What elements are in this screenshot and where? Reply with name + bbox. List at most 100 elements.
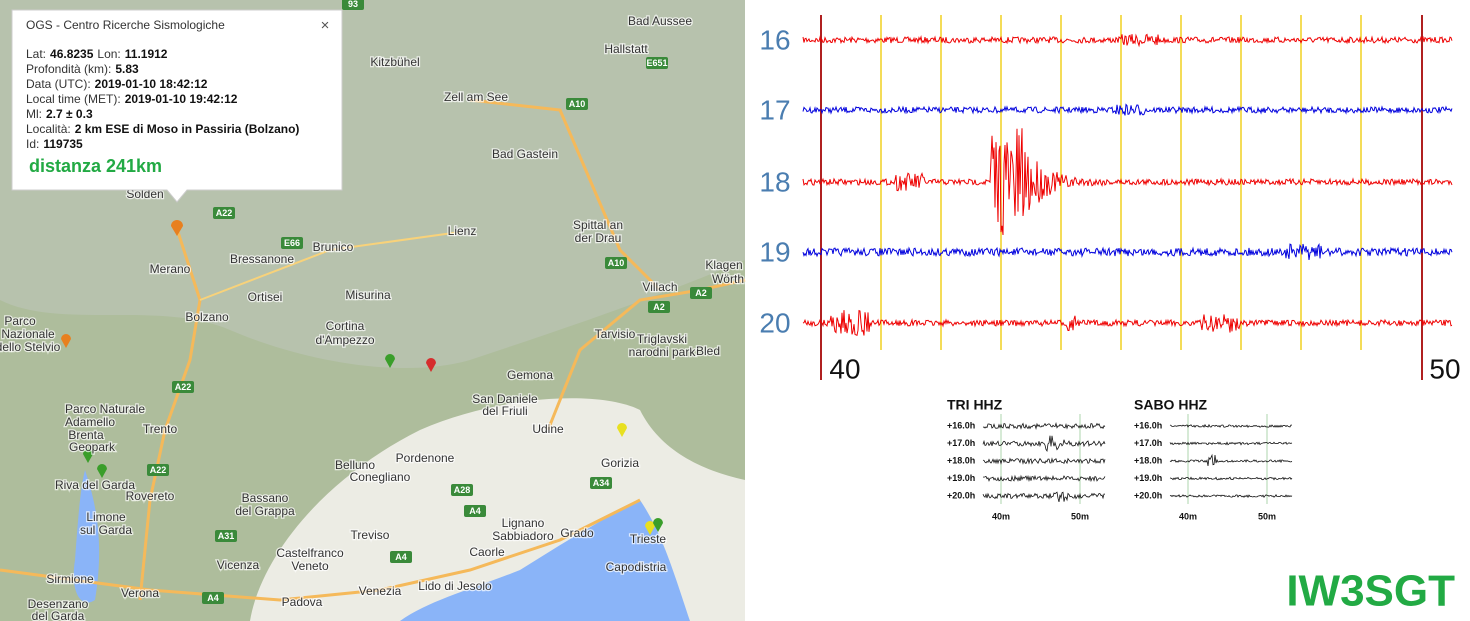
thumb-trace — [1169, 423, 1293, 428]
road-badge — [202, 592, 224, 604]
thumb-row-label: +16.0h — [947, 420, 975, 430]
road-line — [199, 231, 461, 301]
field-value: 11.1912 — [125, 47, 168, 61]
road-badge — [464, 505, 486, 517]
place-label: Bressanone — [230, 252, 294, 266]
place-label: Castelfranco — [276, 546, 344, 560]
place-label: Caorle — [469, 545, 505, 559]
thumb-row-label: +18.0h — [947, 455, 975, 465]
place-label: Trieste — [630, 532, 667, 546]
hour-label: 19 — [759, 236, 790, 267]
trace — [802, 33, 1453, 48]
road-badge — [213, 207, 235, 219]
trace — [802, 309, 1453, 336]
road-label: A22 — [150, 465, 167, 475]
place-label: del Friuli — [482, 404, 527, 418]
place-label: Parco — [4, 314, 36, 328]
map: Merano Bolzano Trento Rovereto Cortinad'Ampe… — [0, 0, 746, 621]
place-label: Bled — [696, 344, 720, 358]
thumb-trace — [982, 435, 1106, 452]
place-label: Bassano — [242, 491, 289, 505]
trace — [802, 128, 1453, 236]
marker[interactable] — [61, 334, 71, 348]
marker[interactable] — [617, 423, 627, 437]
place-label: Adamello — [65, 415, 115, 429]
thumb-minute: 50m — [1071, 511, 1089, 521]
marker[interactable] — [385, 354, 395, 368]
road-badge — [172, 381, 194, 393]
road-label: A2 — [695, 288, 707, 298]
place-label: Nazionale — [1, 327, 55, 341]
road-label: A28 — [454, 485, 471, 495]
place-label: Padova — [282, 595, 323, 609]
lake-garda — [73, 470, 100, 603]
thumb-trace — [982, 474, 1106, 483]
road-label: A22 — [216, 208, 233, 218]
field-label: Località: — [26, 122, 71, 136]
thumb-trace — [982, 457, 1106, 465]
markers — [61, 220, 663, 535]
popup-row: Data (UTC): 2019-01-10 18:42:12 — [26, 77, 208, 91]
road-badge — [646, 57, 668, 69]
place-label: Wörth — [712, 272, 744, 286]
seismogram: 16 17 18 19 20 40 50 — [759, 15, 1461, 384]
field-value: 2019-01-10 19:42:12 — [125, 92, 238, 106]
place-label: Riva del Garda — [55, 478, 135, 492]
thumb-minute: 40m — [992, 511, 1010, 521]
place-label: Venezia — [359, 584, 402, 598]
field-label: Data (UTC): — [26, 77, 91, 91]
road-line — [546, 278, 746, 431]
road-label: A4 — [469, 506, 481, 516]
thumb-title: TRI HHZ — [947, 397, 1003, 413]
road-badges: A22 E66 A10 A10 A2 A2 A22 A22 A4 A28 A34 A31 A4 E651 9… — [147, 0, 712, 604]
place-label: narodni park — [629, 345, 697, 359]
field-value: 46.8235 — [50, 47, 94, 61]
distance: distanza 241km — [29, 156, 162, 176]
place-label: Villach — [642, 280, 677, 294]
thumb-minute: 50m — [1258, 511, 1276, 521]
minute-label: 40 — [829, 353, 860, 384]
place-label: dello Stelvio — [0, 340, 61, 354]
road-label: A4 — [207, 593, 219, 603]
place-label: Grado — [560, 526, 594, 540]
marker[interactable] — [171, 220, 183, 236]
road-badge — [342, 0, 364, 10]
place-label: Desenzano — [28, 597, 89, 611]
road-label: E66 — [284, 238, 300, 248]
place-label: Bad Gastein — [492, 147, 558, 161]
marker[interactable] — [645, 521, 655, 535]
popup-row: Località: 2 km ESE di Moso in Passiria (B… — [26, 122, 299, 136]
place-label: Pordenone — [396, 451, 455, 465]
road-badge — [590, 477, 612, 489]
popup-row: Id: 119735 — [26, 137, 83, 151]
place-label: Tarvisio — [595, 327, 636, 341]
road-label: A10 — [569, 99, 586, 109]
thumb-row-label: +19.0h — [1134, 473, 1162, 483]
popup-box — [11, 9, 343, 203]
map-sea — [400, 500, 690, 621]
field-label: Ml: — [26, 107, 42, 121]
road-badge — [690, 287, 712, 299]
thumb-row-label: +18.0h — [1134, 455, 1162, 465]
road-label: A2 — [653, 302, 665, 312]
place-label: Gemona — [507, 368, 553, 382]
road-label: A4 — [395, 552, 407, 562]
road-badge — [147, 464, 169, 476]
thumb-row-label: +20.0h — [947, 490, 975, 500]
field-value: 5.83 — [115, 62, 139, 76]
popup-close[interactable]: × — [321, 17, 330, 34]
place-label: Veneto — [291, 559, 329, 573]
marker[interactable] — [426, 358, 436, 372]
place-label: Merano — [150, 262, 191, 276]
marker[interactable] — [83, 449, 93, 463]
road-label: 93 — [348, 0, 358, 9]
place-label: Misurina — [345, 288, 391, 302]
place-label: Lignano — [502, 516, 545, 530]
place-label: Limone — [86, 510, 126, 524]
thumb-title: SABO HHZ — [1134, 397, 1208, 413]
place-label: Treviso — [351, 528, 390, 542]
marker[interactable] — [97, 464, 107, 478]
place-label: Geopark — [69, 440, 116, 454]
place-label: Spittal an — [573, 218, 623, 232]
marker[interactable] — [653, 518, 663, 532]
